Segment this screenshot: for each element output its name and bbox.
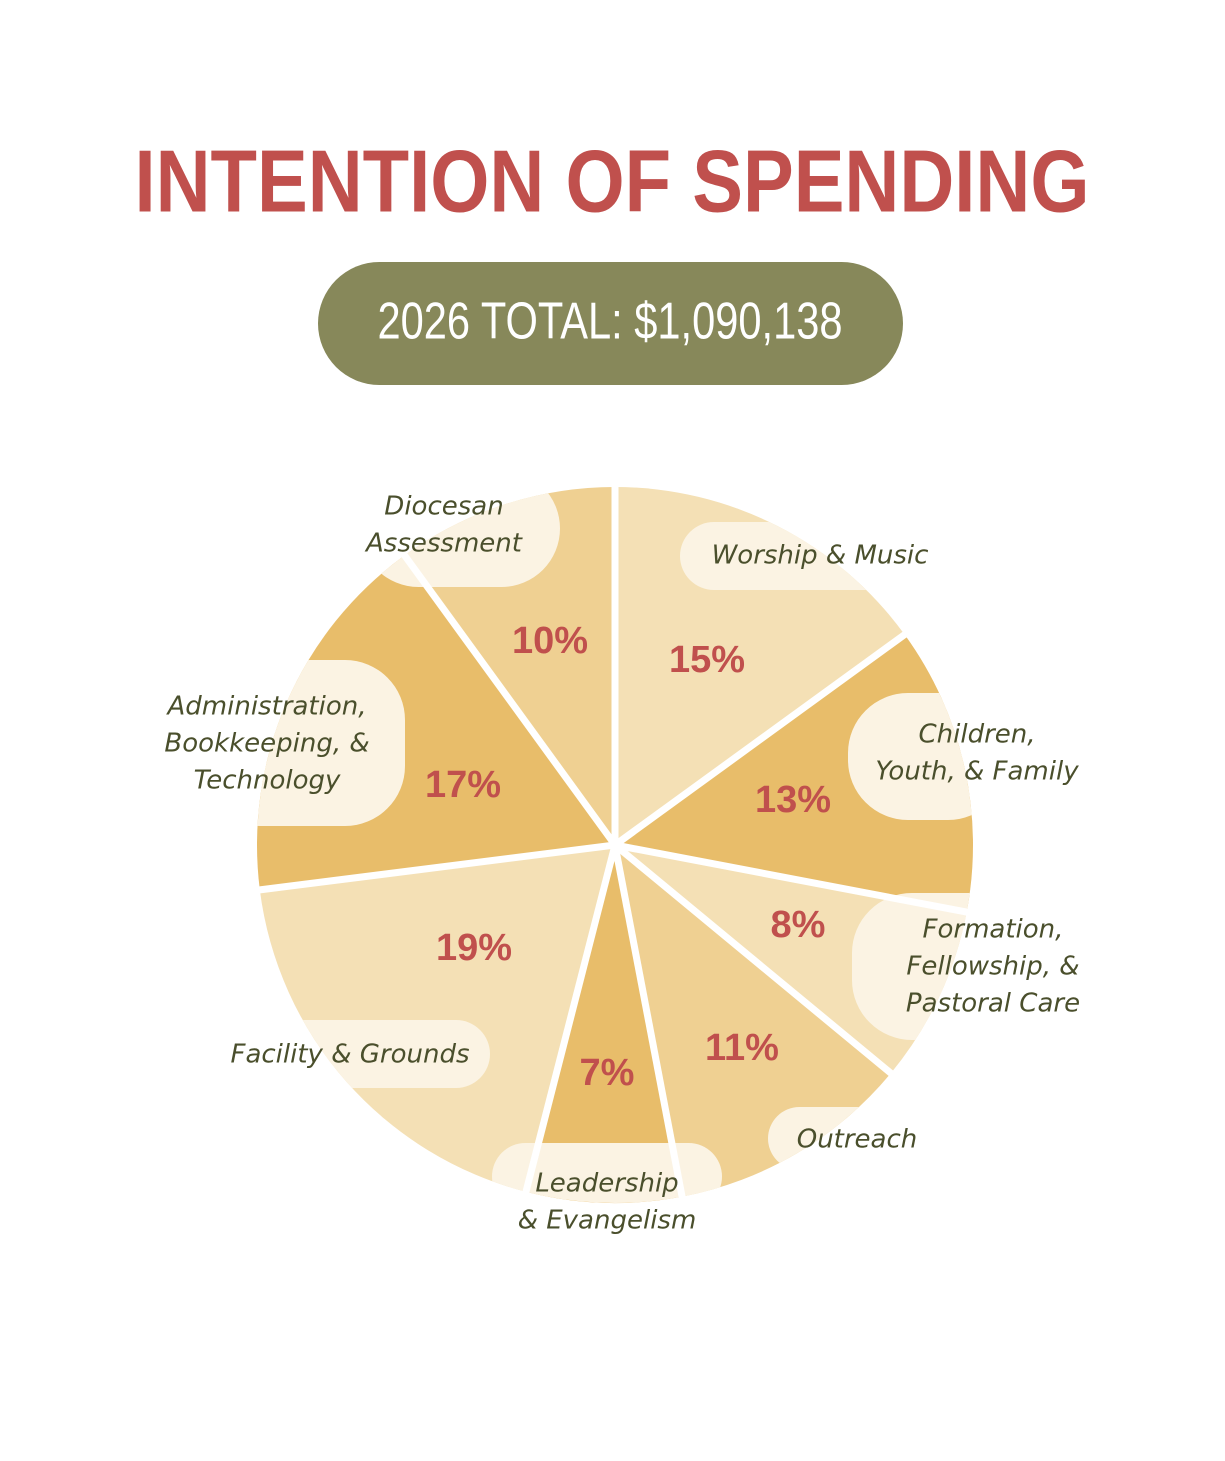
category-label: & Evangelism [518, 1206, 697, 1236]
category-label: Leadership [535, 1169, 678, 1199]
labels: 15% Worship & Music 13% Children, Youth, & F… [164, 492, 1080, 1236]
category-label: Bookkeeping, & [164, 729, 369, 759]
slice-separator [614, 841, 970, 916]
category-label: Youth, & Family [875, 757, 1079, 787]
chart-subtitle: 2026 TOTAL: $1,090,138 [378, 293, 843, 351]
category-label: Children, [918, 720, 1035, 750]
value-label: 7% [580, 1052, 635, 1094]
slice-separator [257, 841, 616, 894]
slice-separator [400, 551, 618, 848]
category-label: Facility & Grounds [231, 1040, 470, 1070]
category-label: Administration, [166, 692, 367, 722]
value-label: 10% [512, 620, 588, 662]
value-label: 17% [425, 764, 501, 806]
category-label: Worship & Music [712, 541, 929, 571]
category-label: Technology [194, 766, 341, 796]
category-label: Formation, [923, 915, 1064, 945]
separators [257, 485, 970, 1200]
value-label: 13% [755, 779, 831, 821]
category-label: Assessment [364, 529, 523, 559]
value-label: 19% [436, 927, 512, 969]
value-label: 15% [669, 639, 745, 681]
category-label: Pastoral Care [906, 989, 1080, 1019]
slice-separator [522, 844, 619, 1195]
category-label: Diocesan [384, 492, 503, 522]
value-label: 11% [705, 1027, 779, 1069]
pie-slice [259, 845, 615, 1192]
label-bubble [492, 1143, 722, 1203]
label-bubble [852, 893, 973, 1040]
slice-separator [611, 844, 686, 1200]
pie-slice [525, 845, 683, 1203]
total-pill [318, 262, 903, 385]
slice-separator [612, 842, 895, 1078]
label-bubble [257, 660, 405, 826]
slice-separator [612, 630, 909, 848]
category-label: Outreach [797, 1125, 918, 1155]
value-label: 8% [771, 904, 826, 946]
category-label: Fellowship, & [906, 952, 1079, 982]
chart-title: INTENTION OF SPENDING [135, 131, 1090, 230]
